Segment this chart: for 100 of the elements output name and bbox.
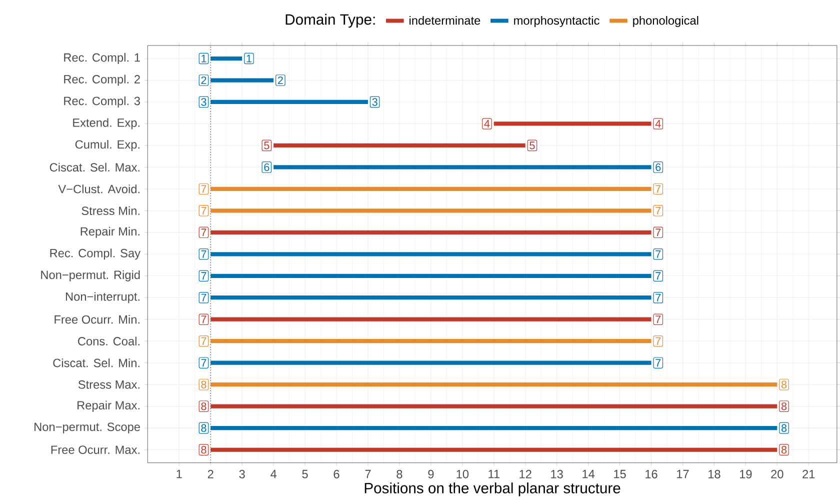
annotation: 2 bbox=[278, 76, 283, 84]
bar bbox=[210, 208, 652, 213]
x-tick-label: 21 bbox=[802, 470, 815, 478]
annotation: 8 bbox=[781, 424, 787, 432]
bar bbox=[210, 186, 652, 191]
x-tick-label: 12 bbox=[520, 470, 532, 478]
x-tick-label: 10 bbox=[456, 470, 469, 478]
y-tick-label: Stress Max. bbox=[78, 380, 140, 389]
y-tick-label: Ciscat. Sel. Max. bbox=[50, 162, 140, 172]
legend-label: indeterminate bbox=[410, 16, 480, 25]
annotation: 7 bbox=[656, 272, 661, 280]
x-tick-label: 6 bbox=[334, 470, 340, 478]
bar bbox=[210, 274, 652, 278]
x-tick-label: 18 bbox=[708, 470, 720, 478]
bar bbox=[210, 382, 778, 386]
x-tick-label: 15 bbox=[614, 470, 626, 478]
x-tick-label: 20 bbox=[771, 470, 784, 478]
annotation: 7 bbox=[201, 206, 206, 214]
annotation: 6 bbox=[264, 163, 270, 171]
annotation: 7 bbox=[201, 337, 206, 345]
x-tick-label: 1 bbox=[176, 470, 182, 478]
bar bbox=[210, 295, 652, 300]
x-tick-label: 16 bbox=[646, 470, 658, 478]
y-tick-label: Repair Max. bbox=[78, 400, 140, 412]
x-tick-label: 8 bbox=[396, 470, 402, 478]
bar bbox=[210, 56, 242, 60]
annotation: 2 bbox=[201, 76, 206, 84]
annotation: 6 bbox=[656, 163, 661, 171]
annotation: 4 bbox=[484, 120, 490, 128]
annotation: 7 bbox=[201, 315, 206, 323]
bar bbox=[210, 338, 652, 344]
y-tick-label: Repair Min. bbox=[80, 226, 140, 238]
annotation: 5 bbox=[264, 142, 270, 150]
annotation: 7 bbox=[656, 228, 661, 236]
x-tick-label: 19 bbox=[740, 470, 752, 478]
legend-title: Domain Type: bbox=[286, 14, 375, 28]
annotation: 8 bbox=[201, 402, 206, 410]
bar bbox=[210, 100, 368, 104]
legend-label: phonological bbox=[633, 16, 698, 27]
bar bbox=[210, 426, 778, 430]
y-tick-label: Cumul. Exp. bbox=[75, 140, 140, 151]
x-tick-label: 7 bbox=[365, 470, 371, 478]
annotation: 7 bbox=[201, 250, 206, 258]
bar bbox=[210, 317, 652, 322]
bar bbox=[274, 143, 526, 148]
y-tick-label: Ciscat. Sel. Min. bbox=[53, 358, 140, 368]
y-tick-label: Rec. Compl. 2 bbox=[64, 74, 140, 86]
annotation: 7 bbox=[656, 294, 661, 302]
y-tick-label: Rec. Compl. 1 bbox=[64, 52, 140, 64]
x-tick-label: 4 bbox=[270, 470, 277, 478]
annotation: 5 bbox=[530, 142, 535, 150]
annotation: 7 bbox=[201, 185, 206, 193]
bar bbox=[210, 230, 652, 234]
x-tick-label: 3 bbox=[239, 470, 245, 478]
y-tick-label: Non−permut. Rigid bbox=[41, 270, 140, 282]
y-tick-label: Stress Min. bbox=[82, 206, 140, 215]
annotation: 7 bbox=[201, 228, 206, 236]
annotation: 7 bbox=[656, 358, 661, 366]
bar bbox=[210, 252, 652, 256]
bar bbox=[210, 78, 274, 82]
annotation: 7 bbox=[201, 294, 206, 302]
y-tick-label: Free Ocurr. Min. bbox=[54, 314, 140, 324]
bar bbox=[494, 122, 652, 126]
annotation: 1 bbox=[246, 54, 252, 62]
y-tick-label: Non−permut. Scope bbox=[34, 422, 140, 434]
annotation: 7 bbox=[656, 315, 661, 323]
annotation: 7 bbox=[656, 185, 661, 193]
bar bbox=[210, 448, 778, 452]
x-axis-title: Positions on the verbal planar structure bbox=[364, 482, 620, 496]
y-tick-label: Extend. Exp. bbox=[73, 118, 140, 130]
y-tick-label: Free Ocurr. Max. bbox=[51, 445, 140, 454]
y-tick-label: Non−interrupt. bbox=[66, 292, 140, 304]
annotation: 7 bbox=[656, 250, 661, 258]
y-tick-label: Rec. Compl. 3 bbox=[64, 96, 140, 108]
bar bbox=[274, 165, 652, 170]
y-tick-label: Cons. Coal. bbox=[78, 336, 140, 346]
annotation: 7 bbox=[656, 337, 661, 345]
bar bbox=[210, 404, 778, 408]
annotation: 4 bbox=[655, 120, 661, 128]
legend-label: morphosyntactic bbox=[514, 16, 600, 27]
annotation: 8 bbox=[201, 380, 206, 388]
x-tick-label: 5 bbox=[302, 470, 308, 478]
x-tick-label: 2 bbox=[208, 470, 214, 478]
x-tick-label: 13 bbox=[551, 470, 563, 478]
annotation: 7 bbox=[201, 358, 206, 366]
x-tick-label: 17 bbox=[677, 470, 689, 478]
annotation: 1 bbox=[202, 54, 206, 62]
annotation: 7 bbox=[656, 206, 661, 214]
x-tick-label: 14 bbox=[582, 470, 595, 478]
x-tick-label: 9 bbox=[428, 470, 434, 478]
annotation: 8 bbox=[781, 402, 787, 410]
annotation: 8 bbox=[201, 446, 206, 454]
bar bbox=[210, 360, 652, 365]
annotation: 7 bbox=[201, 272, 206, 280]
y-tick-label: V−Clust. Avoid. bbox=[58, 184, 140, 194]
annotation: 3 bbox=[372, 98, 378, 106]
annotation: 3 bbox=[201, 98, 206, 106]
annotation: 8 bbox=[781, 380, 787, 388]
annotation: 8 bbox=[781, 446, 787, 454]
y-tick-label: Rec. Compl. Say bbox=[50, 248, 140, 260]
